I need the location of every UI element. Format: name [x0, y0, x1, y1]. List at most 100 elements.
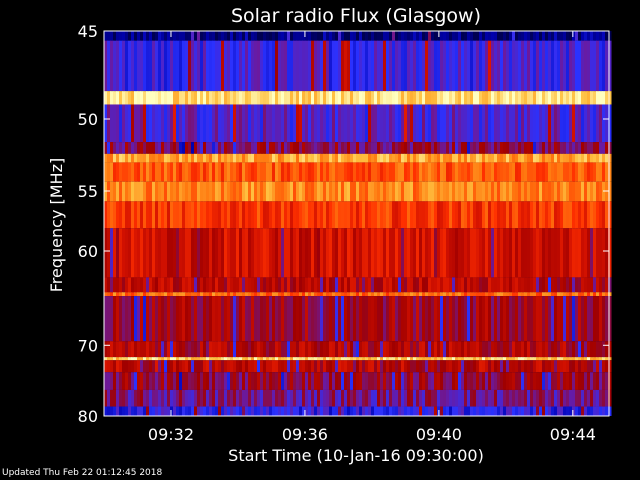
heatmap-cell: [464, 292, 468, 297]
heatmap-cell: [137, 153, 141, 163]
heatmap-cell: [470, 142, 474, 154]
heatmap-cell: [260, 162, 264, 182]
heatmap-cell: [590, 31, 594, 41]
heatmap-cell: [311, 406, 315, 416]
heatmap-cell: [485, 40, 489, 92]
heatmap-cell: [542, 31, 546, 41]
heatmap-cell: [503, 277, 507, 293]
heatmap-cell: [269, 40, 273, 92]
heatmap-cell: [497, 201, 501, 229]
heatmap-cell: [359, 181, 363, 202]
heatmap-cell: [305, 357, 309, 361]
heatmap-cell: [194, 201, 198, 229]
heatmap-cell: [572, 357, 576, 361]
heatmap-cell: [488, 181, 492, 202]
heatmap-cell: [533, 91, 537, 105]
heatmap-cell: [290, 341, 294, 358]
heatmap-cell: [191, 406, 195, 416]
heatmap-cell: [515, 228, 519, 278]
heatmap-cell: [326, 153, 330, 163]
heatmap-cell: [110, 91, 114, 105]
heatmap-cell: [524, 153, 528, 163]
heatmap-cell: [512, 40, 516, 92]
heatmap-cell: [206, 296, 210, 342]
heatmap-cell: [335, 372, 339, 390]
heatmap-cell: [332, 357, 336, 361]
heatmap-cell: [440, 104, 444, 143]
heatmap-cell: [245, 142, 249, 154]
heatmap-cell: [470, 277, 474, 293]
heatmap-cell: [128, 296, 132, 342]
heatmap-cell: [272, 91, 276, 105]
heatmap-cell: [566, 357, 570, 361]
heatmap-cell: [584, 40, 588, 92]
heatmap-cell: [551, 228, 555, 278]
heatmap-cell: [212, 357, 216, 361]
heatmap-cell: [404, 296, 408, 342]
heatmap-cell: [452, 341, 456, 358]
heatmap-cell: [407, 181, 411, 202]
heatmap-cell: [200, 153, 204, 163]
heatmap-cell: [236, 40, 240, 92]
heatmap-cell: [509, 91, 513, 105]
heatmap-cell: [365, 341, 369, 358]
heatmap-cell: [371, 372, 375, 390]
heatmap-cell: [539, 360, 543, 373]
heatmap-cell: [257, 201, 261, 229]
heatmap-cell: [146, 181, 150, 202]
heatmap-cell: [338, 40, 342, 92]
heatmap-cell: [473, 360, 477, 373]
heatmap-cell: [302, 201, 306, 229]
heatmap-cell: [251, 296, 255, 342]
heatmap-cell: [125, 389, 129, 407]
heatmap-cell: [140, 341, 144, 358]
heatmap-cell: [455, 91, 459, 105]
heatmap-cell: [371, 357, 375, 361]
heatmap-cell: [563, 277, 567, 293]
heatmap-cell: [353, 296, 357, 342]
heatmap-cell: [200, 292, 204, 297]
heatmap-cell: [290, 292, 294, 297]
heatmap-cell: [581, 406, 585, 416]
heatmap-cell: [602, 142, 606, 154]
heatmap-cell: [368, 31, 372, 41]
heatmap-cell: [461, 357, 465, 361]
heatmap-cell: [434, 201, 438, 229]
heatmap-cell: [191, 228, 195, 278]
heatmap-cell: [488, 142, 492, 154]
heatmap-cell: [143, 292, 147, 297]
heatmap-cell: [560, 31, 564, 41]
heatmap-cell: [332, 91, 336, 105]
heatmap-cell: [482, 142, 486, 154]
heatmap-cell: [179, 162, 183, 182]
heatmap-cell: [587, 40, 591, 92]
heatmap-cell: [368, 40, 372, 92]
heatmap-cell: [461, 296, 465, 342]
heatmap-cell: [554, 142, 558, 154]
heatmap-cell: [347, 372, 351, 390]
heatmap-cell: [530, 91, 534, 105]
heatmap-cell: [479, 296, 483, 342]
heatmap-cell: [239, 277, 243, 293]
heatmap-cell: [113, 341, 117, 358]
heatmap-cell: [485, 406, 489, 416]
heatmap-cell: [116, 162, 120, 182]
heatmap-cell: [209, 91, 213, 105]
heatmap-cell: [353, 341, 357, 358]
heatmap-cell: [569, 104, 573, 143]
x-tick-label: 09:40: [416, 425, 462, 444]
heatmap-cell: [161, 91, 165, 105]
heatmap-cell: [497, 162, 501, 182]
heatmap-cell: [227, 104, 231, 143]
heatmap-cell: [587, 292, 591, 297]
heatmap-cell: [176, 406, 180, 416]
heatmap-cell: [212, 104, 216, 143]
heatmap-cell: [119, 40, 123, 92]
heatmap-cell: [527, 201, 531, 229]
heatmap-cell: [242, 389, 246, 407]
heatmap-cell: [548, 341, 552, 358]
heatmap-cell: [476, 341, 480, 358]
heatmap-cell: [584, 153, 588, 163]
heatmap-cell: [569, 296, 573, 342]
heatmap-cell: [461, 104, 465, 143]
